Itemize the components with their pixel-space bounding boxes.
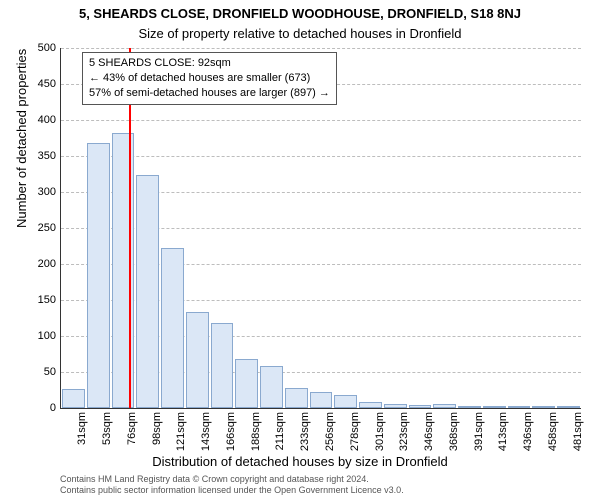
chart-container: 5, SHEARDS CLOSE, DRONFIELD WOODHOUSE, D… [0, 0, 600, 500]
grid-line [61, 156, 581, 157]
histogram-bar [235, 359, 258, 408]
histogram-bar [285, 388, 308, 408]
grid-line [61, 120, 581, 121]
y-tick-label: 300 [38, 186, 56, 198]
x-tick-label: 413sqm [497, 412, 509, 451]
info-line-1: 5 SHEARDS CLOSE: 92sqm [89, 56, 330, 71]
x-axis-label: Distribution of detached houses by size … [0, 454, 600, 469]
y-tick-label: 150 [38, 294, 56, 306]
x-tick-label: 188sqm [250, 412, 262, 451]
info-line-2: ← 43% of detached houses are smaller (67… [89, 71, 330, 86]
y-tick-label: 100 [38, 330, 56, 342]
histogram-bar [186, 312, 209, 408]
histogram-bar [508, 406, 531, 408]
histogram-bar [458, 406, 481, 408]
y-tick-label: 50 [44, 366, 56, 378]
histogram-bar [483, 406, 506, 408]
x-tick-label: 98sqm [151, 412, 163, 445]
x-tick-label: 31sqm [76, 412, 88, 445]
histogram-bar [384, 404, 407, 408]
x-tick-label: 143sqm [200, 412, 212, 451]
y-tick-label: 200 [38, 258, 56, 270]
x-tick-label: 278sqm [349, 412, 361, 451]
x-tick-label: 301sqm [374, 412, 386, 451]
y-tick-label: 400 [38, 114, 56, 126]
histogram-bar [211, 323, 234, 408]
y-axis-label: Number of detached properties [14, 49, 29, 228]
x-tick-label: 211sqm [274, 412, 286, 450]
y-tick-label: 500 [38, 42, 56, 54]
y-tick-label: 450 [38, 78, 56, 90]
histogram-bar [409, 405, 432, 408]
chart-title-address: 5, SHEARDS CLOSE, DRONFIELD WOODHOUSE, D… [0, 6, 600, 21]
x-tick-label: 256sqm [324, 412, 336, 451]
x-tick-label: 368sqm [448, 412, 460, 451]
histogram-bar [260, 366, 283, 408]
histogram-bar [359, 402, 382, 408]
y-tick-label: 0 [50, 402, 56, 414]
histogram-bar [433, 404, 456, 408]
histogram-bar [310, 392, 333, 408]
info-line-3: 57% of semi-detached houses are larger (… [89, 86, 330, 101]
x-tick-label: 346sqm [423, 412, 435, 451]
x-tick-label: 53sqm [101, 412, 113, 445]
histogram-bar [557, 406, 580, 408]
x-tick-label: 481sqm [572, 412, 584, 451]
y-tick-label: 350 [38, 150, 56, 162]
grid-line [61, 48, 581, 49]
chart-subtitle: Size of property relative to detached ho… [0, 26, 600, 41]
y-tick-label: 250 [38, 222, 56, 234]
x-tick-label: 166sqm [225, 412, 237, 451]
info-box: 5 SHEARDS CLOSE: 92sqm ← 43% of detached… [82, 52, 337, 105]
x-tick-label: 76sqm [126, 412, 138, 445]
histogram-bar [62, 389, 85, 408]
x-tick-label: 458sqm [547, 412, 559, 451]
x-tick-label: 323sqm [398, 412, 410, 451]
histogram-bar [334, 395, 357, 408]
footer-line-1: Contains HM Land Registry data © Crown c… [60, 474, 404, 485]
footer-attribution: Contains HM Land Registry data © Crown c… [60, 474, 404, 497]
x-tick-label: 233sqm [299, 412, 311, 451]
histogram-bar [136, 175, 159, 408]
histogram-bar [87, 143, 110, 408]
x-tick-label: 391sqm [473, 412, 485, 451]
x-tick-label: 121sqm [175, 412, 187, 451]
x-tick-label: 436sqm [522, 412, 534, 451]
histogram-bar [532, 406, 555, 408]
histogram-bar [161, 248, 184, 408]
footer-line-2: Contains public sector information licen… [60, 485, 404, 496]
